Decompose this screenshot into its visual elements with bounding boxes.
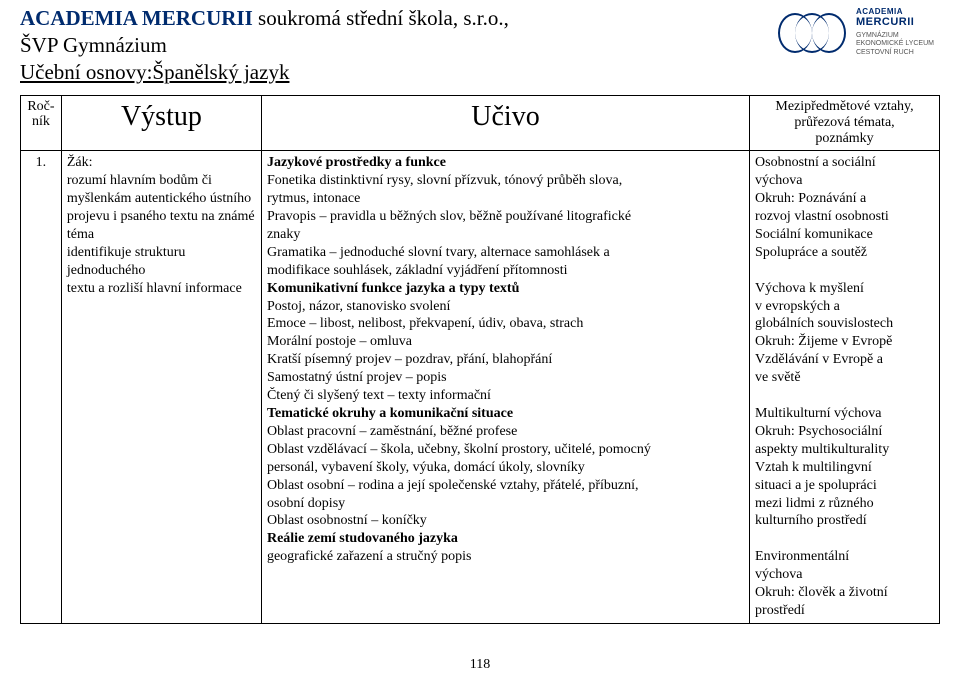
logo-sub-2: EKONOMICKÉ LYCEUM: [856, 40, 934, 48]
col-vystup: Výstup: [61, 96, 261, 151]
school-line: ACADEMIA MERCURII soukromá střední škola…: [20, 6, 778, 31]
program-line: ŠVP Gymnázium: [20, 33, 778, 58]
document-header: ACADEMIA MERCURII soukromá střední škola…: [20, 6, 940, 85]
logo-sub-3: CESTOVNÍ RUCH: [856, 49, 934, 57]
logo-text-top: ACADEMIA: [856, 8, 934, 16]
col-ucivo: Učivo: [261, 96, 749, 151]
logo-block: ACADEMIA MERCURII GYMNÁZIUM EKONOMICKÉ L…: [778, 6, 940, 57]
header-left: ACADEMIA MERCURII soukromá střední škola…: [20, 6, 778, 85]
table-row: 1. Žák: rozumí hlavním bodům či myšlenká…: [21, 151, 940, 624]
logo-subtitle: GYMNÁZIUM EKONOMICKÉ LYCEUM CESTOVNÍ RUC…: [856, 32, 934, 57]
logo-text: ACADEMIA MERCURII GYMNÁZIUM EKONOMICKÉ L…: [856, 8, 934, 57]
col-mezipredmetove: Mezipředmětové vztahy,průřezová témata,p…: [750, 96, 940, 151]
table-header-row: Roč-ník Výstup Učivo Mezipředmětové vzta…: [21, 96, 940, 151]
col-rocnik: Roč-ník: [21, 96, 62, 151]
cell-vystup: Žák: rozumí hlavním bodům či myšlenkám a…: [61, 151, 261, 624]
curriculum-table: Roč-ník Výstup Učivo Mezipředmětové vzta…: [20, 95, 940, 624]
page-number: 118: [0, 657, 960, 673]
cell-rocnik: 1.: [21, 151, 62, 624]
cell-mezipredmetove: Osobnostní a sociální výchova Okruh: Poz…: [750, 151, 940, 624]
subject-line: Učební osnovy:Španělský jazyk: [20, 60, 778, 85]
school-name: ACADEMIA MERCURII: [20, 6, 253, 30]
logo-text-bot: MERCURII: [856, 17, 934, 28]
school-rest: soukromá střední škola, s.r.o.,: [253, 6, 509, 30]
logo-swoosh-icon: [778, 13, 848, 53]
cell-ucivo: Jazykové prostředky a funkce Fonetika di…: [261, 151, 749, 624]
